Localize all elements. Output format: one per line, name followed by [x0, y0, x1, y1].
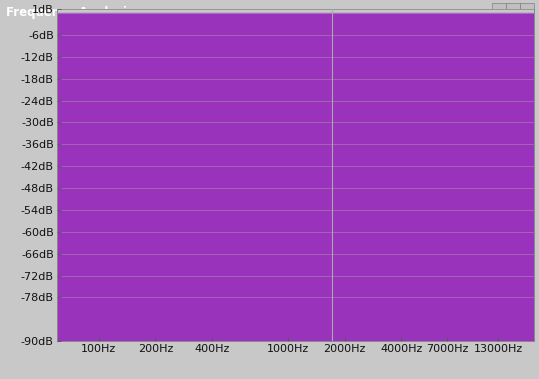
FancyBboxPatch shape — [506, 3, 520, 23]
Text: _: _ — [496, 8, 502, 19]
Text: □: □ — [508, 8, 518, 19]
Text: ×: × — [523, 8, 531, 19]
Text: Frequency Analysis: Frequency Analysis — [6, 6, 134, 19]
FancyBboxPatch shape — [492, 3, 506, 23]
FancyBboxPatch shape — [520, 3, 534, 23]
